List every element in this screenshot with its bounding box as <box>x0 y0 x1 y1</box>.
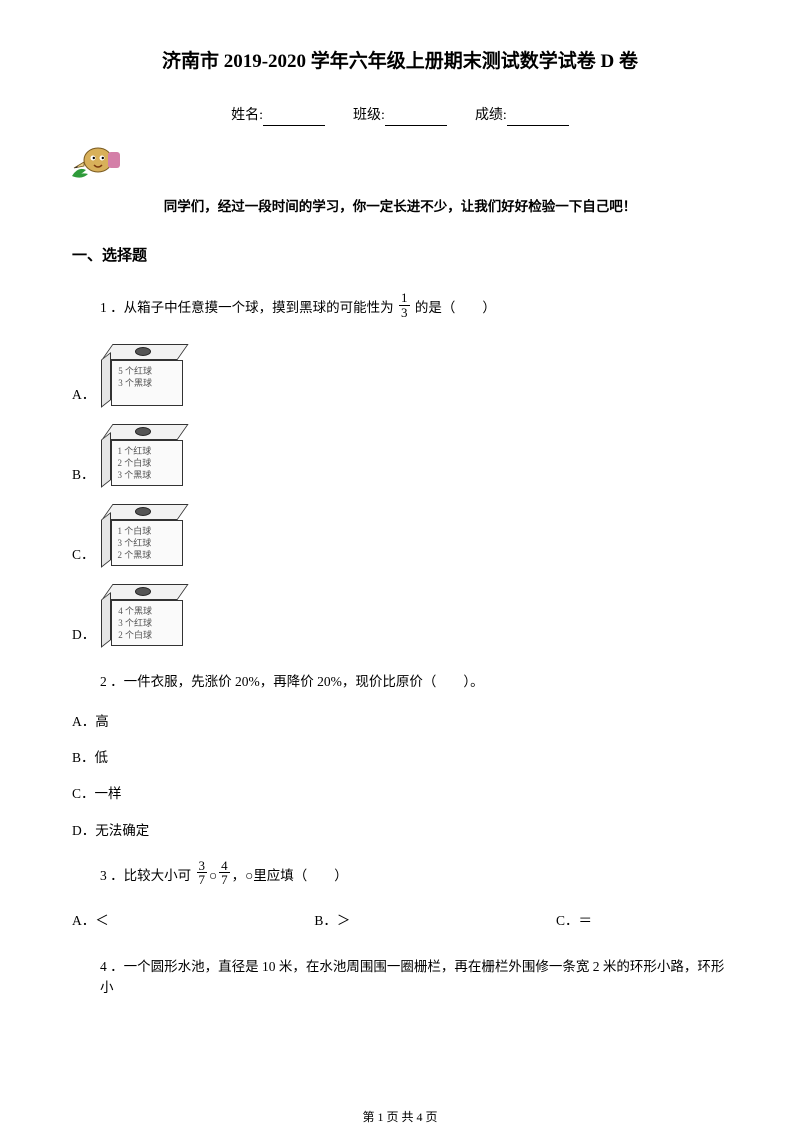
frac-num: 3 <box>197 859 208 874</box>
option-label: D． <box>72 625 95 645</box>
score-label: 成绩: <box>475 108 507 123</box>
box-line: 2 个白球 <box>118 458 152 468</box>
student-info-line: 姓名: 班级: 成绩: <box>72 105 728 126</box>
q3-prefix: 3 ．比较大小可 <box>100 868 191 883</box>
q1-option-a[interactable]: A． 5 个红球 3 个黑球 <box>72 344 728 406</box>
q3-options: A．＜ B．＞ C．＝ <box>72 911 592 931</box>
box-icon: 5 个红球 3 个黑球 <box>101 344 189 406</box>
name-label: 姓名: <box>231 108 263 123</box>
fraction-icon: 1 3 <box>399 291 410 319</box>
fraction-icon: 3 7 <box>197 859 208 887</box>
q2-option-a[interactable]: A．高 <box>72 712 728 732</box>
q1-option-d[interactable]: D． 4 个黑球 3 个红球 2 个白球 <box>72 584 728 646</box>
frac-num: 4 <box>219 859 230 874</box>
option-label: C． <box>72 545 95 565</box>
q1-option-b[interactable]: B． 1 个红球 2 个白球 3 个黑球 <box>72 424 728 486</box>
question-1: 1 ．从箱子中任意摸一个球，摸到黑球的可能性为 1 3 的是（ ） <box>72 295 728 323</box>
frac-den: 7 <box>219 873 230 887</box>
box-line: 4 个黑球 <box>118 606 152 616</box>
class-label: 班级: <box>353 108 385 123</box>
box-line: 2 个黑球 <box>118 550 152 560</box>
question-2: 2 ．一件衣服，先涨价 20%，再降价 20%，现价比原价（ ）。 <box>72 672 728 692</box>
q1-prefix: 1 ．从箱子中任意摸一个球，摸到黑球的可能性为 <box>100 300 394 315</box>
intro-text: 同学们，经过一段时间的学习，你一定长进不少，让我们好好检验一下自己吧！ <box>72 197 728 217</box>
box-line: 3 个黑球 <box>118 470 152 480</box>
question-3: 3 ．比较大小可 3 7 ○ 4 7 ，○里应填（ ） <box>72 863 728 891</box>
frac-den: 7 <box>197 873 208 887</box>
question-4: 4 ．一个圆形水池，直径是 10 米，在水池周围围一圈栅栏，再在栅栏外围修一条宽… <box>72 957 728 998</box>
box-icon: 1 个白球 3 个红球 2 个黑球 <box>101 504 189 566</box>
box-line: 5 个红球 <box>118 366 152 376</box>
pencil-icon <box>68 140 728 191</box>
box-icon: 4 个黑球 3 个红球 2 个白球 <box>101 584 189 646</box>
q3-option-c[interactable]: C．＝ <box>556 911 592 931</box>
box-line: 1 个白球 <box>118 526 152 536</box>
class-blank[interactable] <box>385 112 447 126</box>
page-title: 济南市 2019-2020 学年六年级上册期末测试数学试卷 D 卷 <box>72 48 728 77</box>
q2-option-b[interactable]: B．低 <box>72 748 728 768</box>
q3-suffix: ，○里应填（ ） <box>232 868 348 883</box>
frac-den: 3 <box>399 306 410 320</box>
box-line: 3 个黑球 <box>118 378 152 388</box>
q2-option-c[interactable]: C．一样 <box>72 784 728 804</box>
box-line: 2 个白球 <box>118 630 152 640</box>
option-label: A． <box>72 385 95 405</box>
compare-circle: ○ <box>209 868 217 883</box>
q3-option-a[interactable]: A．＜ <box>72 911 109 931</box>
section-heading: 一、选择题 <box>72 245 728 268</box>
name-blank[interactable] <box>263 112 325 126</box>
fraction-icon: 4 7 <box>219 859 230 887</box>
frac-num: 1 <box>399 291 410 306</box>
q2-option-d[interactable]: D．无法确定 <box>72 821 728 841</box>
score-blank[interactable] <box>507 112 569 126</box>
page-footer: 第 1 页 共 4 页 <box>0 1108 800 1126</box>
box-icon: 1 个红球 2 个白球 3 个黑球 <box>101 424 189 486</box>
q3-option-b[interactable]: B．＞ <box>314 911 350 931</box>
option-label: B． <box>72 465 95 485</box>
q1-suffix: 的是（ ） <box>415 300 496 315</box>
q1-option-c[interactable]: C． 1 个白球 3 个红球 2 个黑球 <box>72 504 728 566</box>
box-line: 3 个红球 <box>118 618 152 628</box>
box-line: 3 个红球 <box>118 538 152 548</box>
box-line: 1 个红球 <box>118 446 152 456</box>
